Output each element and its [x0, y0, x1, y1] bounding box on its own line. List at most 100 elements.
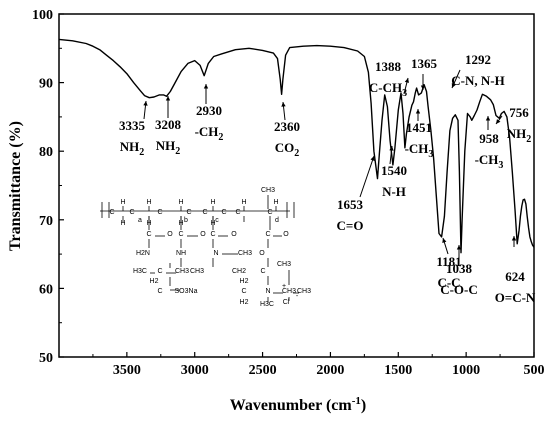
annotations: 3335NH23208NH22930-CH22360CO21653C=O1540…	[119, 52, 536, 305]
structure-label: CH3	[175, 268, 189, 275]
structure-label: H2	[240, 278, 249, 285]
structure-label: C	[202, 209, 207, 216]
annotation-label: 1388	[375, 59, 402, 74]
annotation-arrowhead	[404, 78, 410, 83]
structure-label: b	[184, 217, 188, 224]
annotation-label: O=C-N	[495, 290, 536, 305]
structure-label: N	[265, 288, 270, 295]
annotation-label: CO2	[275, 140, 300, 159]
structure-label: -	[296, 293, 299, 300]
structure-label: H2N	[136, 250, 150, 257]
structure-label: C	[186, 209, 191, 216]
annotation-label: C-CH3	[369, 80, 407, 99]
structure-label: O	[231, 231, 237, 238]
annotation-label: 1653	[337, 197, 364, 212]
annotation-label: C-C	[437, 275, 460, 290]
structure-label: CH3	[190, 268, 204, 275]
annotation-label: 1365	[411, 56, 438, 71]
annotation-arrowhead	[485, 116, 491, 121]
structure-label: C	[221, 209, 226, 216]
structure-label: H	[273, 199, 278, 206]
annotation-label: 3208	[155, 117, 182, 132]
annotation-label: 1038	[446, 261, 473, 276]
structure-label: H	[178, 199, 183, 206]
structure-label: CH2	[232, 268, 246, 275]
structure-label: NH	[176, 250, 186, 257]
annotation-arrowhead	[456, 245, 462, 250]
annotation-label: NH2	[156, 138, 181, 157]
structure-label: C	[265, 231, 270, 238]
structure-label: C	[157, 268, 162, 275]
structure-label: O	[283, 231, 289, 238]
annotation-arrowhead	[370, 156, 375, 161]
structure-label: C	[157, 209, 162, 216]
structure-label: H	[146, 199, 151, 206]
annotation-arrowhead	[415, 109, 421, 114]
annotation-arrowhead	[143, 101, 148, 106]
x-tick-label: 3500	[113, 363, 141, 378]
x-tick-label: 1000	[452, 363, 480, 378]
structure-label: O	[200, 231, 206, 238]
structure-label: C	[267, 209, 272, 216]
structure-label: H	[120, 220, 125, 227]
structure-label: C	[260, 268, 265, 275]
annotation-label: 1181	[436, 254, 461, 269]
annotation-label: N-H	[382, 184, 406, 199]
annotation-label: C-N, N-H	[451, 73, 504, 88]
structure-label: H	[210, 199, 215, 206]
annotation-label: 2360	[274, 119, 300, 134]
structure-label: d	[275, 217, 279, 224]
structure-label: C	[241, 288, 246, 295]
annotation-arrowhead	[281, 102, 286, 107]
ticks: 3500 3000 2500 2000 1500 1000 500 50 60 70 80 90 100	[32, 8, 545, 378]
chemical-structure: HHHHHHCH3CCCCCCCCabcdHHHHCOCOCOCOH2NNHNC…	[100, 187, 311, 308]
structure-label: C	[178, 231, 183, 238]
y-tick-label: 50	[39, 351, 53, 366]
structure-label: c	[215, 217, 219, 224]
y-tick-label: 100	[32, 8, 53, 23]
annotation-arrowhead	[420, 85, 426, 90]
y-axis-label: Transmittance (%)	[7, 121, 24, 251]
annotation-label: -CH3	[475, 152, 504, 171]
annotation-arrowhead	[165, 96, 171, 101]
annotation-label: 624	[505, 269, 525, 284]
structure-label: C	[210, 231, 215, 238]
structure-label: O	[167, 231, 173, 238]
y-tick-label: 70	[39, 214, 53, 229]
annotation-label: 958	[479, 131, 499, 146]
structure-label: N	[213, 250, 218, 257]
annotation-label: -CH2	[195, 124, 224, 143]
structure-label: H2	[240, 299, 249, 306]
annotation-label: C=O	[337, 218, 364, 233]
structure-label: CH3	[282, 288, 296, 295]
annotation-label: 1451	[406, 120, 432, 135]
annotation-arrowhead	[496, 119, 501, 124]
annotation-arrowhead	[389, 146, 394, 151]
x-axis-label: Wavenumber (cm-1)	[230, 395, 366, 414]
structure-label: H3C	[133, 268, 147, 275]
annotation-label: 1540	[381, 163, 407, 178]
structure-label: O	[259, 250, 265, 257]
annotation-label: 756	[509, 105, 529, 120]
structure-label: CH3	[297, 288, 311, 295]
annotation-label: 1292	[465, 52, 491, 67]
series-group	[58, 38, 535, 254]
annotation-label: C-O-C	[440, 282, 478, 297]
structure-label: CH3	[238, 250, 252, 257]
annotation-label: -CH3	[405, 141, 434, 160]
structure-label: H2	[150, 278, 159, 285]
structure-label: C	[235, 209, 240, 216]
structure-label: +	[282, 283, 286, 290]
x-tick-label: 3000	[181, 363, 209, 378]
spectrum-line	[58, 38, 535, 254]
structure-label: H	[120, 199, 125, 206]
annotation-arrowhead	[451, 83, 456, 88]
y-tick-label: 80	[39, 145, 53, 160]
x-tick-label: 1500	[384, 363, 412, 378]
structure-label: H	[241, 199, 246, 206]
structure-label: SO3Na	[175, 288, 198, 295]
structure-label: C	[157, 288, 162, 295]
annotation-label: NH2	[120, 139, 145, 158]
